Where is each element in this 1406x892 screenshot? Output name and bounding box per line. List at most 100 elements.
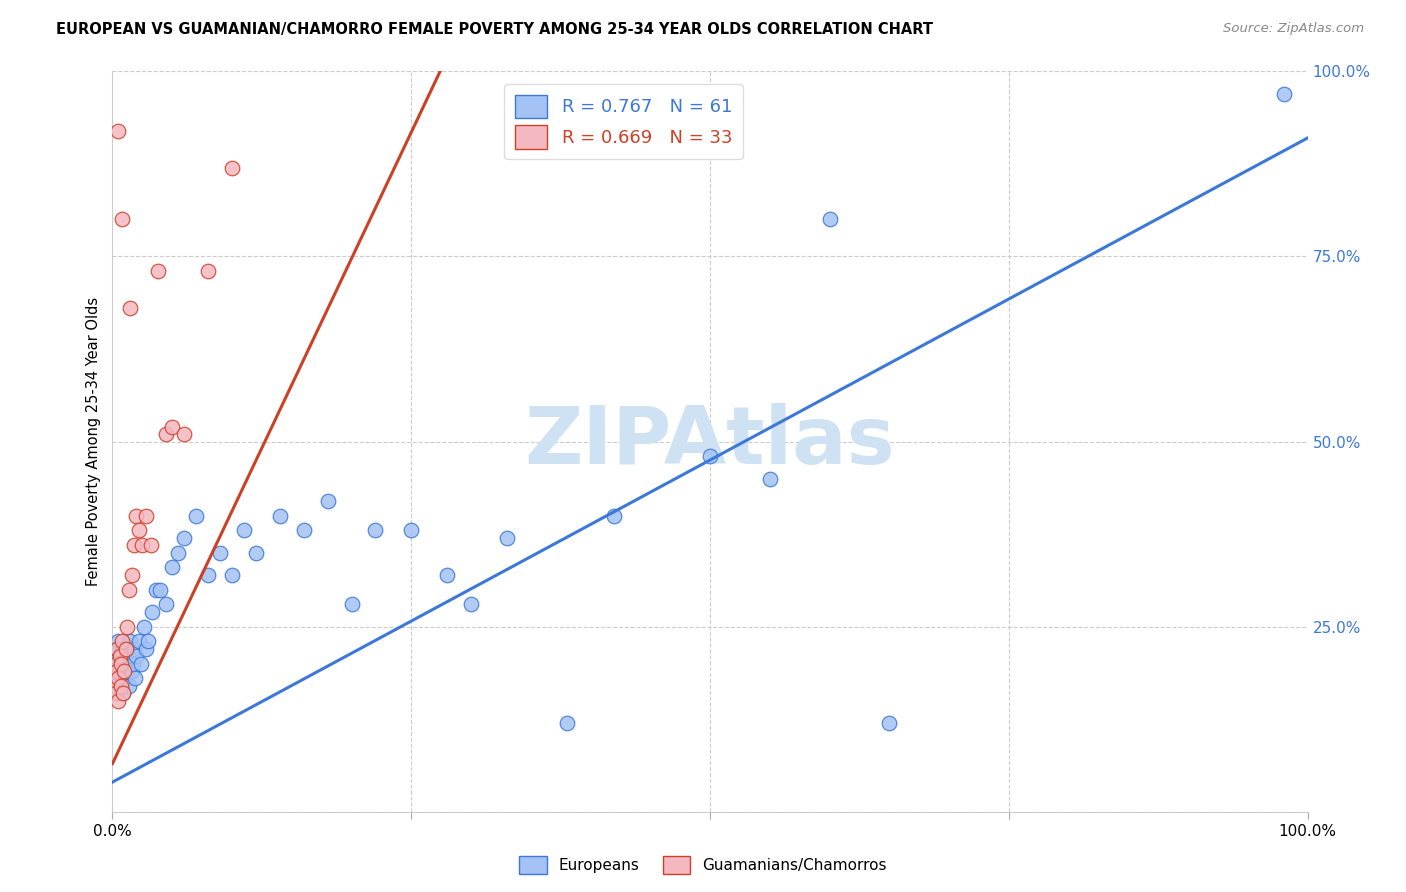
Point <box>104 679 127 693</box>
Point <box>149 582 172 597</box>
Point <box>436 567 458 582</box>
Point <box>879 715 901 730</box>
Point <box>111 641 134 656</box>
Point <box>114 641 136 656</box>
Point <box>105 657 128 671</box>
Text: EUROPEAN VS GUAMANIAN/CHAMORRO FEMALE POVERTY AMONG 25-34 YEAR OLDS CORRELATION : EUROPEAN VS GUAMANIAN/CHAMORRO FEMALE PO… <box>56 22 934 37</box>
Point <box>121 657 143 671</box>
Point <box>128 634 150 648</box>
Point <box>110 679 132 693</box>
Point <box>115 664 138 678</box>
Point <box>121 567 143 582</box>
Point <box>120 301 142 316</box>
Point <box>145 582 167 597</box>
Point <box>292 524 315 538</box>
Point <box>105 641 128 656</box>
Point <box>167 546 190 560</box>
Point <box>186 508 208 523</box>
Point <box>105 664 128 678</box>
Point <box>364 524 387 538</box>
Point <box>197 567 219 582</box>
Point <box>108 672 131 686</box>
Point <box>135 508 157 523</box>
Point <box>105 641 128 656</box>
Point <box>114 664 135 678</box>
Point <box>132 619 155 633</box>
Point <box>233 524 256 538</box>
Point <box>173 427 195 442</box>
Point <box>162 560 183 574</box>
Point <box>138 634 160 648</box>
Point <box>111 664 134 678</box>
Point <box>117 649 139 664</box>
Point <box>107 672 129 686</box>
Point <box>111 634 134 648</box>
Point <box>124 672 146 686</box>
Text: ZIPAtlas: ZIPAtlas <box>524 402 896 481</box>
Point <box>108 649 131 664</box>
Point <box>114 672 135 686</box>
Point <box>118 582 141 597</box>
Point <box>110 679 132 693</box>
Point <box>131 538 153 552</box>
Point <box>603 508 626 523</box>
Legend: R = 0.767   N = 61, R = 0.669   N = 33: R = 0.767 N = 61, R = 0.669 N = 33 <box>503 84 742 160</box>
Point <box>125 508 148 523</box>
Point <box>107 123 129 137</box>
Point <box>121 664 143 678</box>
Point <box>120 634 142 648</box>
Point <box>105 672 128 686</box>
Point <box>245 546 267 560</box>
Point <box>103 672 125 686</box>
Point <box>104 679 127 693</box>
Point <box>316 493 339 508</box>
Point <box>496 531 519 545</box>
Point <box>141 605 163 619</box>
Point <box>112 686 135 700</box>
Point <box>221 567 243 582</box>
Point <box>125 649 148 664</box>
Point <box>107 634 129 648</box>
Point <box>110 649 132 664</box>
Point <box>460 598 482 612</box>
Point <box>173 531 195 545</box>
Point <box>115 619 138 633</box>
Point <box>197 264 219 278</box>
Point <box>1272 87 1295 101</box>
Point <box>340 598 363 612</box>
Text: Source: ZipAtlas.com: Source: ZipAtlas.com <box>1223 22 1364 36</box>
Point <box>122 641 145 656</box>
Point <box>759 471 782 485</box>
Point <box>155 598 177 612</box>
Point <box>162 419 183 434</box>
Point <box>128 524 150 538</box>
Point <box>209 546 232 560</box>
Legend: Europeans, Guamanians/Chamorros: Europeans, Guamanians/Chamorros <box>513 850 893 880</box>
Point <box>104 649 127 664</box>
Point <box>118 679 141 693</box>
Point <box>107 694 129 708</box>
Point <box>111 212 134 227</box>
Point <box>699 450 721 464</box>
Point <box>105 657 128 671</box>
Point <box>108 657 131 671</box>
Point <box>105 686 128 700</box>
Point <box>110 657 132 671</box>
Point <box>107 664 129 678</box>
Point <box>112 686 135 700</box>
Point <box>129 657 152 671</box>
Point <box>221 161 243 175</box>
Y-axis label: Female Poverty Among 25-34 Year Olds: Female Poverty Among 25-34 Year Olds <box>86 297 101 586</box>
Point <box>114 657 135 671</box>
Point <box>135 641 157 656</box>
Point <box>401 524 423 538</box>
Point <box>155 427 177 442</box>
Point <box>114 641 136 656</box>
Point <box>105 686 128 700</box>
Point <box>122 538 145 552</box>
Point <box>146 264 169 278</box>
Point <box>139 538 162 552</box>
Point <box>555 715 578 730</box>
Point <box>818 212 841 227</box>
Point <box>269 508 291 523</box>
